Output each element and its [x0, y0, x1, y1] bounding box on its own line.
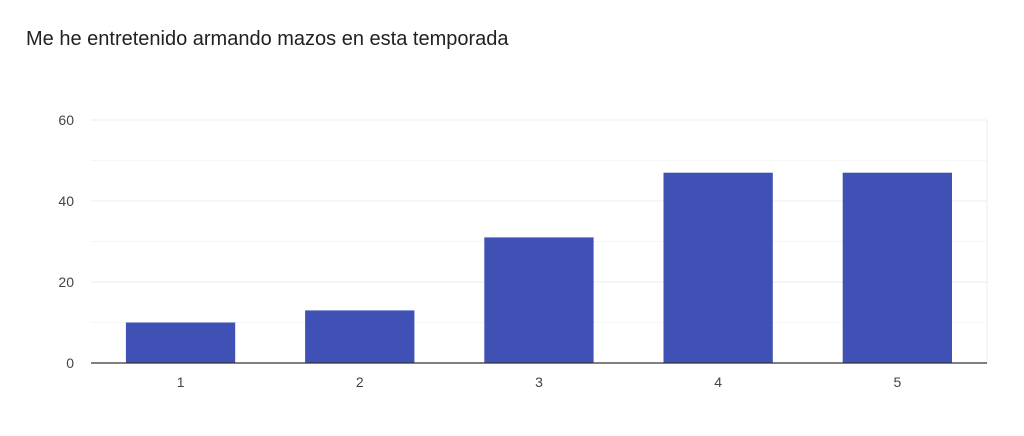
y-tick-label: 60: [58, 112, 74, 128]
x-tick-label: 1: [177, 374, 185, 390]
bar-2: [305, 310, 415, 363]
bar-5: [842, 172, 952, 363]
chart-title: Me he entretenido armando mazos en esta …: [26, 28, 509, 50]
x-tick-label: 3: [535, 374, 543, 390]
bar-1: [125, 322, 236, 363]
y-tick-label: 0: [66, 355, 74, 371]
bar-4: [663, 172, 773, 363]
x-tick-label: 2: [356, 374, 364, 390]
bar-3: [484, 237, 594, 363]
x-tick-label: 4: [714, 374, 722, 390]
y-tick-label: 20: [58, 274, 74, 290]
x-tick-label: 5: [894, 374, 902, 390]
y-tick-label: 40: [58, 193, 74, 209]
